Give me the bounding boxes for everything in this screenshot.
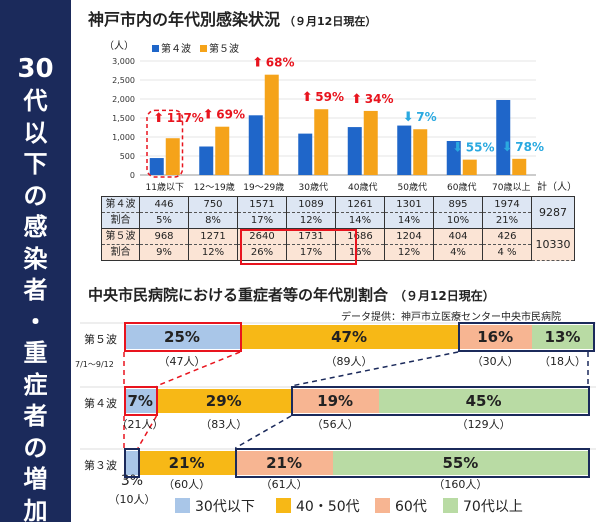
segment-count: （18人） — [532, 353, 592, 369]
segment-count: （61人） — [254, 476, 314, 492]
legend-swatch — [375, 498, 390, 513]
period-label: 7/1～9/12 — [75, 359, 114, 370]
bar-row-label: 第３波 — [84, 457, 117, 473]
legend-label: 40・50代 — [296, 496, 360, 516]
stacked-segment: 21% — [138, 451, 235, 475]
highlight-box-wave3-under30 — [124, 448, 140, 478]
legend-label: 60代 — [395, 496, 427, 516]
segment-count: （60人） — [157, 476, 217, 492]
legend-swatch — [175, 498, 190, 513]
segment-count: （10人） — [102, 491, 162, 507]
stacked-segment: 29% — [156, 389, 291, 413]
highlight-box-wave4-over60 — [291, 386, 590, 416]
segment-count: （89人） — [319, 353, 379, 369]
segment-count: （30人） — [465, 353, 525, 369]
segment-count: （129人） — [454, 416, 514, 432]
segment-count: （160人） — [430, 476, 490, 492]
legend-swatch — [443, 498, 458, 513]
bar-row-label: 第５波 — [84, 331, 117, 347]
legend-label: 30代以下 — [195, 496, 255, 516]
highlight-box-wave3-over60 — [235, 448, 590, 478]
segment-count: （21人） — [110, 416, 170, 432]
segment-count: （83人） — [194, 416, 254, 432]
legend-swatch — [276, 498, 291, 513]
highlight-box-wave5-under30 — [124, 322, 242, 352]
highlight-box-wave5-over60 — [458, 322, 595, 352]
legend-label: 70代以上 — [463, 496, 523, 516]
segment-count: （47人） — [152, 353, 212, 369]
segment-count: （56人） — [305, 416, 365, 432]
highlight-box-wave4-under30 — [124, 386, 158, 416]
bar-row-label: 第４波 — [84, 395, 117, 411]
stacked-segment: 47% — [240, 325, 458, 349]
